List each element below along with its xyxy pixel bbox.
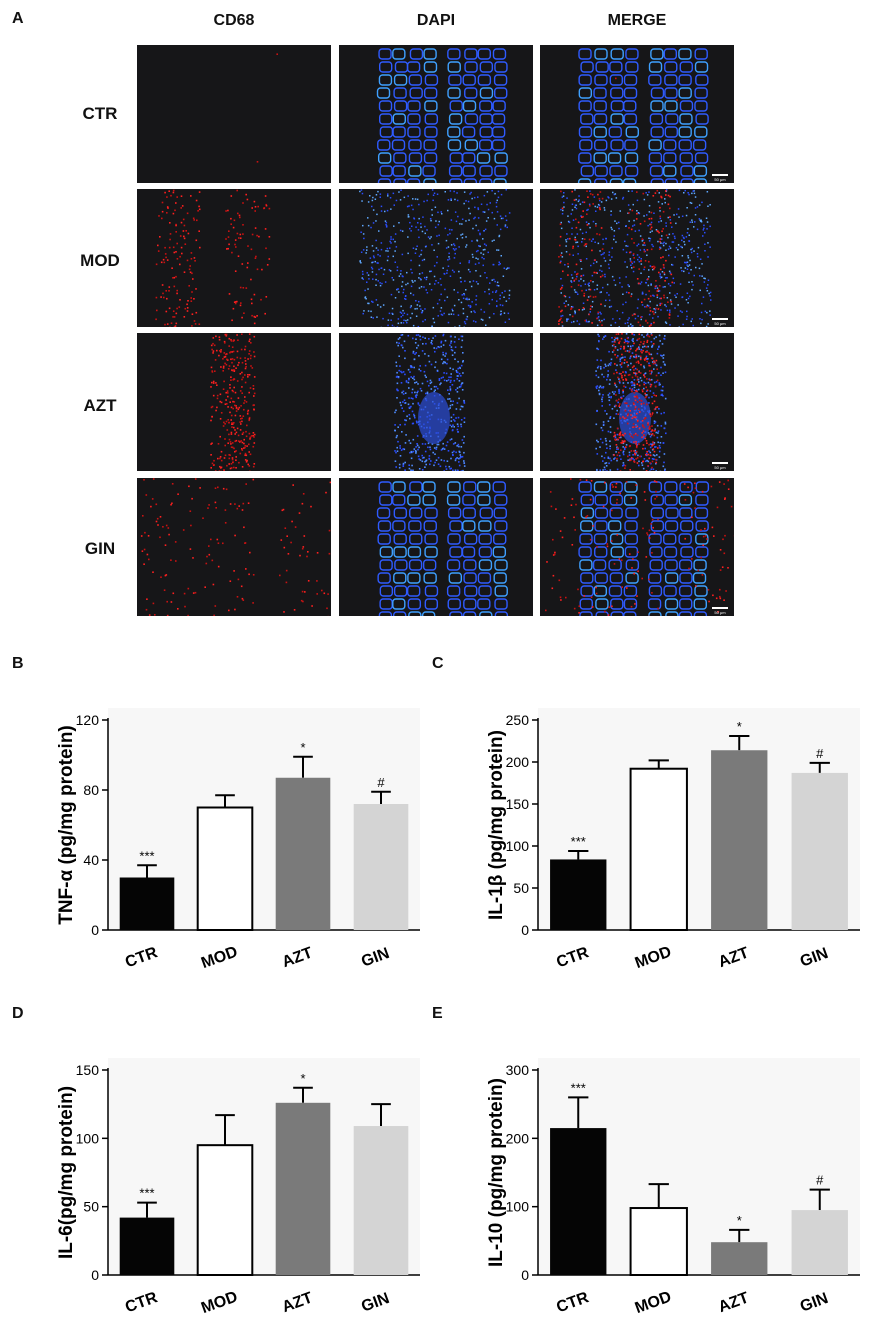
svg-text:50 μm: 50 μm [714,321,726,326]
bar-azt [711,750,767,930]
x-tick-label: GIN [359,1290,392,1316]
micrograph-ctr-merge: 50 μm [540,45,734,183]
micrograph-gin-merge: 50 μm [540,478,734,616]
significance-label: *** [139,848,154,863]
row-label-azt: AZT [60,396,140,416]
bar-ctr [550,859,606,930]
significance-label: * [737,1213,742,1228]
x-tick-label: CTR [554,1289,591,1316]
x-tick-label: GIN [798,1290,831,1316]
bar-gin [354,804,409,930]
micrograph-mod-cd68 [137,189,331,327]
panel-letter-a: A [12,10,24,28]
y-tick-label: 150 [76,1062,100,1078]
significance-label: # [816,746,824,761]
il-6-chart: 0 50 100 150 IL-6(pg/mg protein) *** CTR MOD * AZ… [0,1030,430,1340]
panel-letter-c: C [432,655,444,673]
bar-mod [631,769,687,930]
bar-azt [276,778,331,930]
y-tick-label: 150 [506,796,530,812]
panel-letter-b: B [12,655,24,673]
y-tick-label: 0 [91,922,99,938]
y-tick-label: 100 [76,1130,100,1146]
y-axis-label: IL-10 (pg/mg protein) [486,1078,507,1267]
column-label-dapi: DAPI [339,12,533,30]
significance-label: # [377,775,385,790]
bar-gin [354,1126,409,1275]
x-tick-label: AZT [716,1289,751,1316]
x-tick-label: MOD [633,943,674,972]
row-label-ctr: CTR [60,104,140,124]
panel-letter-e: E [432,1005,443,1023]
x-tick-label: AZT [280,944,315,971]
x-tick-label: MOD [199,1288,240,1317]
x-tick-label: MOD [633,1288,674,1317]
significance-label: * [737,719,742,734]
y-tick-label: 0 [521,1267,529,1283]
bar-ctr [120,878,175,931]
y-tick-label: 200 [506,1130,530,1146]
x-tick-label: GIN [798,945,831,971]
row-label-gin: GIN [60,539,140,559]
y-tick-label: 40 [83,852,99,868]
significance-label: # [816,1173,824,1188]
x-tick-label: MOD [199,943,240,972]
x-tick-label: AZT [716,944,751,971]
bar-azt [276,1103,331,1275]
micrograph-ctr-dapi [339,45,533,183]
significance-label: * [300,1071,305,1086]
y-tick-label: 80 [83,782,99,798]
bar-mod [198,1145,253,1275]
micrograph-gin-dapi [339,478,533,616]
x-tick-label: CTR [123,944,160,971]
svg-text:50 μm: 50 μm [714,465,726,470]
y-axis-label: TNF-α (pg/mg protein) [56,725,77,925]
y-tick-label: 100 [506,1199,530,1215]
bar-gin [792,773,848,930]
y-axis-label: IL-6(pg/mg protein) [56,1086,77,1259]
significance-label: * [300,740,305,755]
column-label-merge: MERGE [540,12,734,30]
y-tick-label: 0 [521,922,529,938]
bar-mod [631,1208,687,1275]
micrograph-mod-dapi [339,189,533,327]
micrograph-azt-dapi [339,333,533,471]
micrograph-ctr-cd68 [137,45,331,183]
y-tick-label: 100 [506,838,530,854]
il-1beta-chart: 0 50 100 150 200 250 IL-1β (pg/mg protein) *** C… [430,680,870,995]
x-tick-label: AZT [280,1289,315,1316]
x-tick-label: GIN [359,945,392,971]
bar-gin [792,1210,848,1275]
micrograph-gin-cd68 [137,478,331,616]
x-tick-label: CTR [554,944,591,971]
y-tick-label: 200 [506,754,530,770]
significance-label: *** [571,834,586,849]
significance-label: *** [571,1080,586,1095]
y-tick-label: 0 [91,1267,99,1283]
micrograph-azt-merge: 50 μm [540,333,734,471]
svg-text:50 μm: 50 μm [714,177,726,182]
x-tick-label: CTR [123,1289,160,1316]
row-label-mod: MOD [60,251,140,271]
svg-text:50 μm: 50 μm [714,610,726,615]
y-axis-label: IL-1β (pg/mg protein) [486,730,507,920]
y-tick-label: 300 [506,1062,530,1078]
bar-azt [711,1242,767,1275]
y-tick-label: 120 [76,712,100,728]
column-label-cd68: CD68 [137,12,331,30]
bar-ctr [120,1218,175,1275]
bar-mod [198,808,253,931]
bar-ctr [550,1128,606,1275]
y-tick-label: 50 [513,880,529,896]
micrograph-azt-cd68 [137,333,331,471]
panel-letter-d: D [12,1005,24,1023]
y-tick-label: 250 [506,712,530,728]
significance-label: *** [139,1186,154,1201]
y-tick-label: 50 [83,1199,99,1215]
micrograph-mod-merge: 50 μm [540,189,734,327]
